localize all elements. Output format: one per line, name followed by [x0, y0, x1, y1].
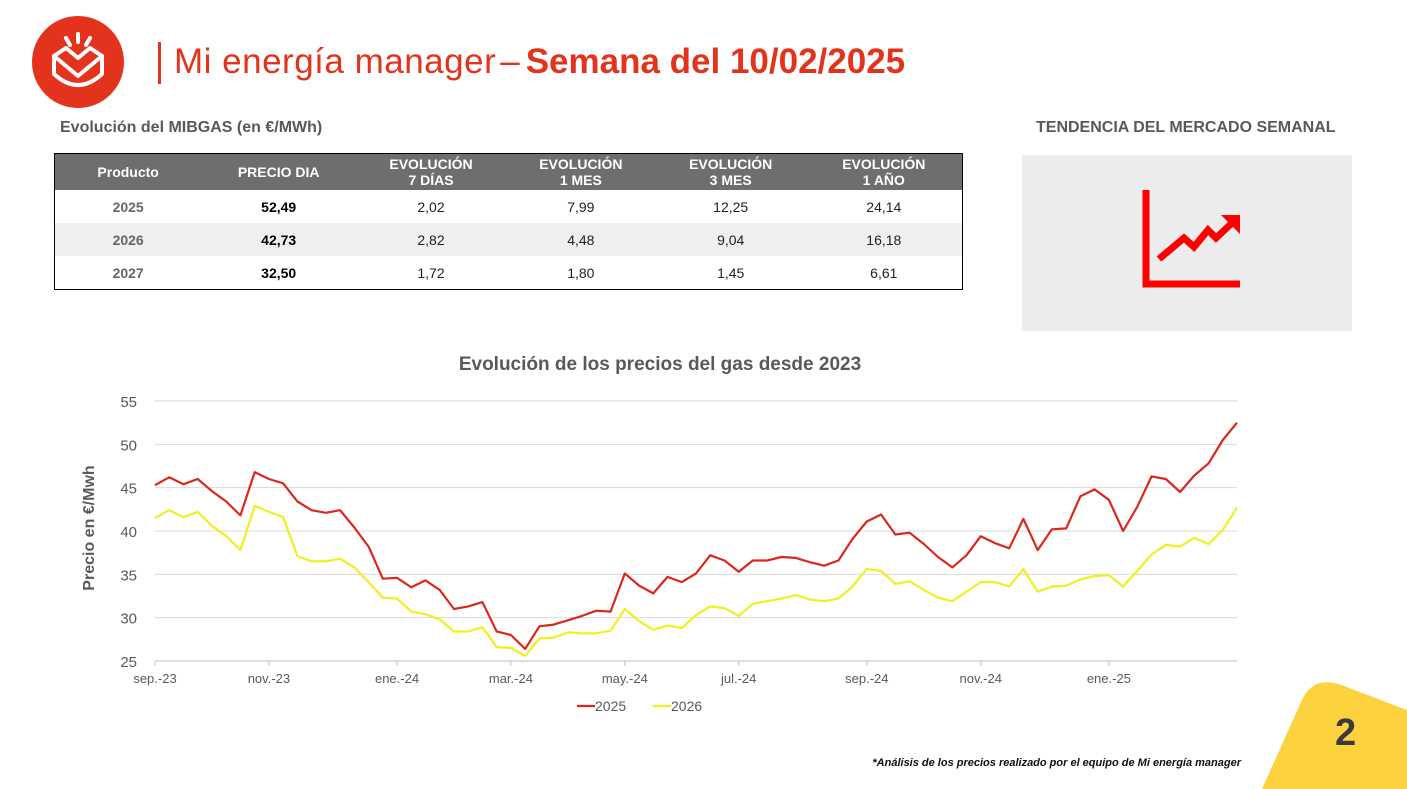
- cell-7d: 2,02: [417, 198, 445, 215]
- cell-price: 42,73: [201, 223, 357, 256]
- y-tick-label: 40: [120, 524, 137, 541]
- legend-label: 2025: [595, 698, 626, 714]
- brand-logo: [32, 16, 124, 108]
- cell-3m: 1,45: [717, 264, 745, 281]
- table-row: 2025 52,49 2,02 7,99 12,25 24,14: [55, 190, 963, 223]
- x-tick-label: nov.-23: [248, 671, 290, 686]
- trend-title: TENDENCIA DEL MERCADO SEMANAL: [1036, 119, 1336, 136]
- page-title: Mi energía manager – Semana del 10/02/2025: [174, 38, 905, 86]
- chart-svg: Evolución de los precios del gas desde 2…: [81, 354, 1238, 714]
- x-tick-label: ene.-24: [375, 671, 419, 686]
- y-axis-label: Precio en €/Mwh: [81, 465, 98, 590]
- title-week: Semana del 10/02/2025: [525, 42, 906, 81]
- col-header-1m: EVOLUCIÓN 1 MES: [505, 153, 656, 190]
- y-tick-label: 35: [120, 567, 137, 584]
- cell-7d: 2,82: [356, 223, 506, 256]
- title-accent-bar: [158, 42, 161, 84]
- table-title: Evolución del MIBGAS (en €/MWh): [60, 119, 323, 136]
- chart-title: Evolución de los precios del gas desde 2…: [459, 354, 861, 375]
- series-line-2025: [154, 422, 1238, 650]
- cell-price: 52,49: [261, 198, 297, 215]
- col-header-1y: EVOLUCIÓN 1 AÑO: [805, 153, 963, 190]
- mibgas-table: Producto PRECIO DIA EVOLUCIÓN 7 DÍAS EVOL…: [54, 153, 963, 290]
- cell-1m: 1,80: [567, 264, 595, 281]
- x-tick-label: sep.-24: [845, 671, 888, 686]
- cell-1m: 4,48: [505, 223, 656, 256]
- cell-price: 32,50: [261, 264, 297, 281]
- page-number: 2: [1335, 712, 1357, 754]
- envelope-heart-icon: [52, 32, 104, 87]
- cell-3m: 9,04: [655, 223, 806, 256]
- cell-product: 2027: [112, 264, 144, 281]
- x-tick-label: jul.-24: [720, 671, 756, 686]
- trend-up-icon: [1142, 190, 1240, 288]
- y-tick-label: 30: [120, 611, 137, 628]
- footnote: *Análisis de los precios realizado por e…: [872, 757, 1241, 769]
- cell-3m: 12,25: [713, 198, 749, 215]
- col-header-product: Producto: [54, 153, 202, 190]
- cell-7d: 1,72: [417, 264, 445, 281]
- table-header-row: Producto PRECIO DIA EVOLUCIÓN 7 DÍAS EVOL…: [54, 153, 963, 190]
- table-row: 2027 32,50 1,72 1,80 1,45 6,61: [55, 256, 963, 290]
- col-header-price: PRECIO DIA: [201, 153, 357, 190]
- x-tick-label: may.-24: [602, 671, 648, 686]
- cell-product: 2025: [112, 198, 144, 215]
- cell-product: 2026: [54, 223, 202, 256]
- col-header-7d: EVOLUCIÓN 7 DÍAS: [356, 153, 506, 190]
- y-tick-label: 25: [120, 654, 137, 671]
- series-line-2026: [154, 504, 1238, 657]
- cell-1y: 24,14: [866, 198, 902, 215]
- col-header-3m: EVOLUCIÓN 3 MES: [655, 153, 806, 190]
- x-tick-label: ene.-25: [1087, 671, 1131, 686]
- title-separator: –: [500, 42, 520, 81]
- x-tick-label: nov.-24: [960, 671, 1002, 686]
- cell-1y: 16,18: [805, 223, 963, 256]
- cell-1m: 7,99: [567, 198, 595, 215]
- x-tick-label: sep.-23: [133, 671, 176, 686]
- trend-panel: [1022, 155, 1352, 331]
- x-tick-label: mar.-24: [489, 671, 533, 686]
- cell-1y: 6,61: [870, 264, 898, 281]
- y-tick-label: 50: [120, 437, 137, 454]
- gas-price-chart: Evolución de los precios del gas desde 2…: [0, 340, 1300, 740]
- legend-label: 2026: [671, 698, 702, 714]
- y-tick-label: 55: [120, 394, 137, 411]
- table-row: 2026 42,73 2,82 4,48 9,04 16,18: [54, 223, 963, 256]
- corner-decoration: [1262, 682, 1407, 789]
- y-tick-label: 45: [120, 481, 137, 498]
- title-app-name: Mi energía manager: [174, 42, 497, 81]
